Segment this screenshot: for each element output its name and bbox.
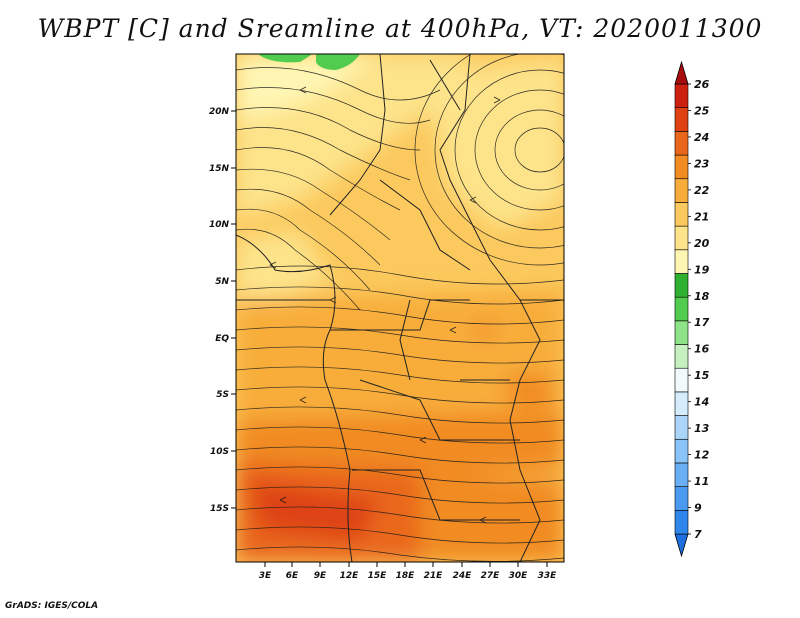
colorbar-segment <box>674 462 689 487</box>
colorbar-label: 26 <box>694 78 710 91</box>
lat-tick-label: EQ <box>215 334 229 344</box>
lon-tick-label: 18E <box>396 571 416 581</box>
colorbar-upper-arrow <box>674 60 689 85</box>
colorbar-label: 9 <box>694 502 702 515</box>
lon-tick-label: 21E <box>424 571 444 581</box>
longitude-axis: 3E 6E 9E 12E 15E 18E 21E 24E 27E 30E 33E <box>259 562 557 581</box>
colorbar-label: 18 <box>694 290 710 303</box>
map-frame <box>235 53 565 563</box>
colorbar-label: 16 <box>694 343 710 356</box>
footer-credit: GrADS: IGES/COLA <box>5 601 99 611</box>
colorbar-label: 19 <box>694 263 710 276</box>
colorbar-label: 14 <box>694 396 709 409</box>
country-borders <box>236 54 564 562</box>
latitude-axis: 20N 15N 10N 5N EQ 5S 10S 15S <box>209 107 236 514</box>
streamlines <box>236 54 564 562</box>
colorbar-segment <box>674 344 689 369</box>
colorbar-segment <box>674 202 689 227</box>
colorbar-segment <box>674 83 689 108</box>
lon-tick-label: 3E <box>259 571 272 581</box>
lon-tick-label: 12E <box>340 571 360 581</box>
colorbar-label: 23 <box>694 157 710 170</box>
lat-tick-label: 5S <box>216 390 229 400</box>
lon-tick-label: 24E <box>453 571 473 581</box>
colorbar-label: 12 <box>694 449 710 462</box>
colorbar-segment <box>674 154 689 180</box>
colorbar-segment <box>674 107 689 132</box>
colorbar-segment <box>674 486 689 511</box>
lon-tick-label: 33E <box>538 571 558 581</box>
colorbar-label: 22 <box>694 184 710 197</box>
colorbar-segment <box>674 225 689 251</box>
colorbar-label: 11 <box>694 475 709 488</box>
lat-tick-label: 5N <box>215 277 229 287</box>
colorbar-segment <box>674 438 689 464</box>
colorbar-segment <box>674 391 689 416</box>
colorbar-segment <box>674 178 689 203</box>
lon-tick-label: 30E <box>509 571 529 581</box>
colorbar-label: 15 <box>694 369 710 382</box>
wbpt-field <box>236 54 564 562</box>
lat-tick-label: 15N <box>209 164 230 174</box>
lat-tick-label: 15S <box>210 504 229 514</box>
colorbar-lower-arrow <box>674 533 689 558</box>
lat-tick-label: 10S <box>210 447 229 457</box>
lat-tick-label: 20N <box>209 107 230 117</box>
lon-tick-label: 6E <box>286 571 299 581</box>
colorbar: 7 9 11 12 13 14 15 16 17 18 19 20 21 22 23 24 25 26 <box>674 60 710 558</box>
colorbar-label: 17 <box>694 316 710 329</box>
lon-tick-label: 15E <box>368 571 388 581</box>
colorbar-label: 24 <box>694 131 709 144</box>
chart-title: WBPT [C] and Sreamline at 400hPa, VT: 20… <box>37 14 763 43</box>
colorbar-segment <box>674 367 689 393</box>
colorbar-segment <box>674 273 689 298</box>
colorbar-segment <box>674 249 689 274</box>
lon-tick-label: 9E <box>314 571 327 581</box>
colorbar-segment <box>674 296 689 322</box>
colorbar-label: 13 <box>694 422 710 435</box>
lon-tick-label: 27E <box>481 571 501 581</box>
colorbar-label: 25 <box>694 104 710 117</box>
colorbar-label: 20 <box>694 237 710 250</box>
lat-tick-label: 10N <box>209 220 230 230</box>
colorbar-label: 7 <box>694 528 702 541</box>
colorbar-segment <box>674 510 689 535</box>
map-panel <box>236 54 564 562</box>
colorbar-segment <box>674 131 689 156</box>
colorbar-segment <box>674 320 689 345</box>
colorbar-segment <box>674 415 689 440</box>
colorbar-label: 21 <box>694 210 709 223</box>
